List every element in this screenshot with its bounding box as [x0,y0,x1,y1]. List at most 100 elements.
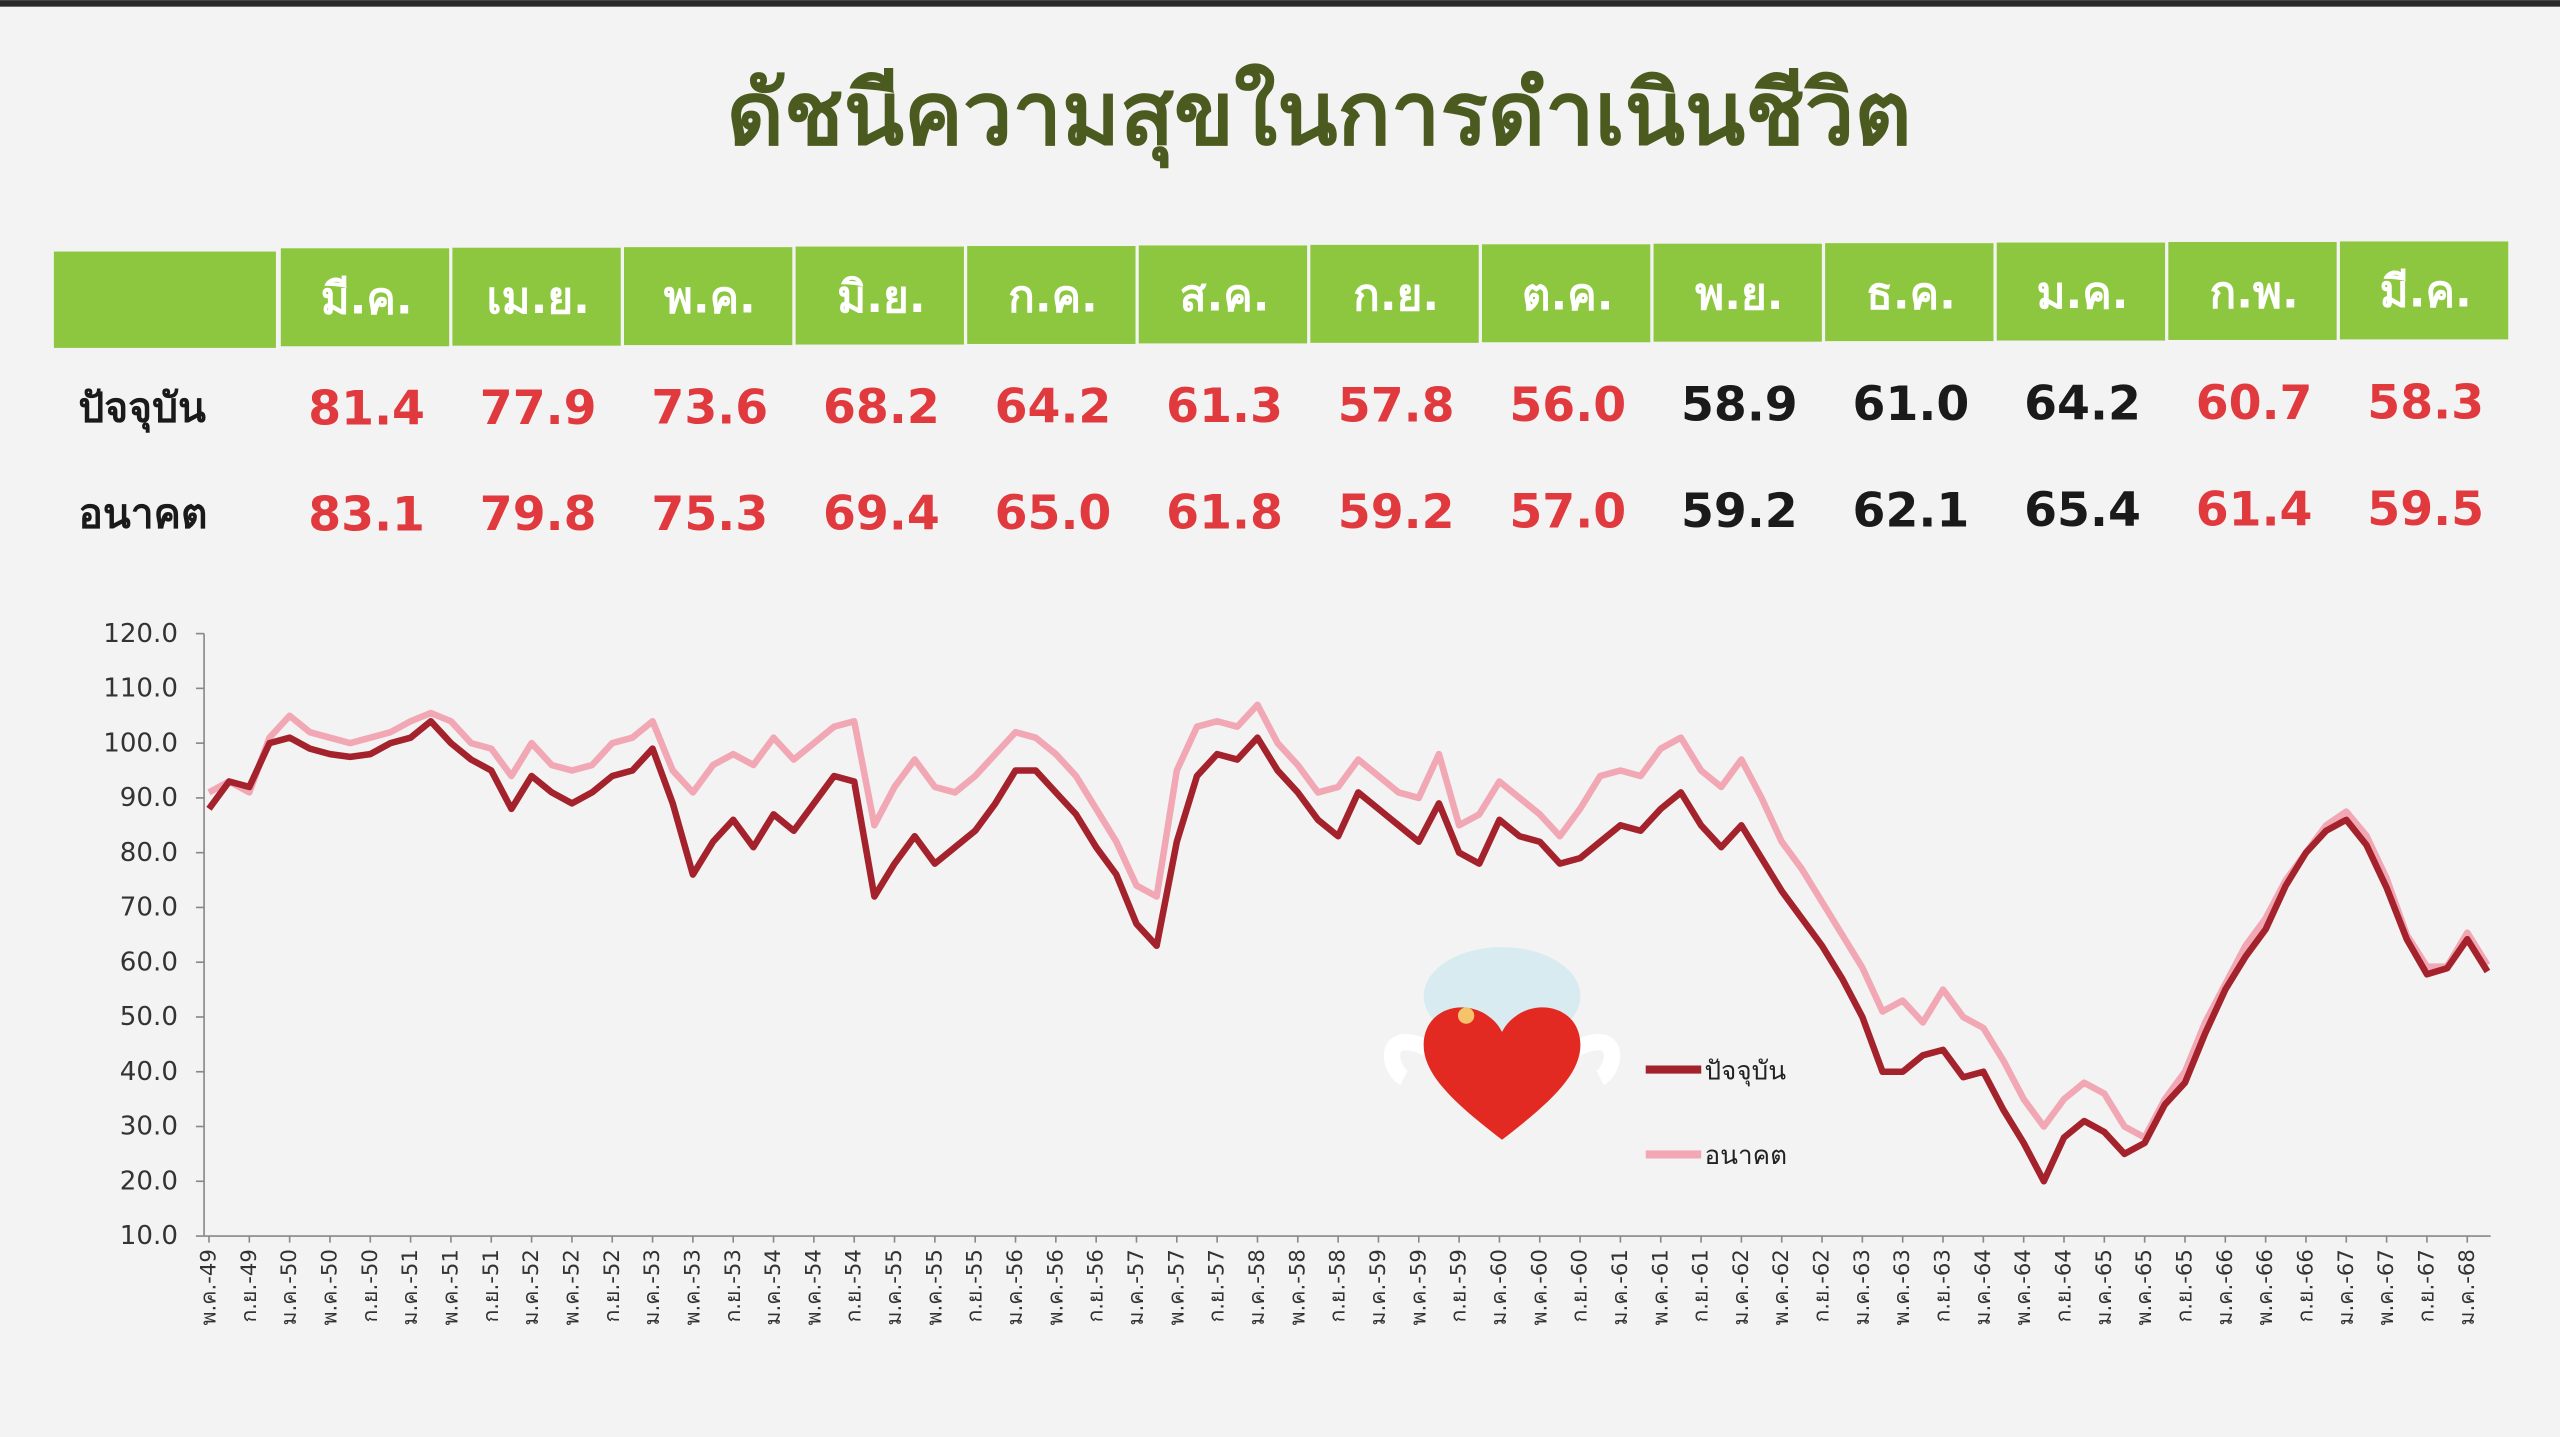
header-cell [452,247,621,346]
x-tick-label: ม.ค.-55 [882,1249,907,1325]
header-month: มิ.ย. [837,272,925,323]
y-tick-label: 100.0 [103,728,178,758]
header-month: พ.ย. [1695,269,1783,320]
x-tick-label: พ.ค.-64 [2011,1249,2036,1325]
x-tick-label: ม.ค.-52 [519,1249,544,1325]
header-month: ก.ย. [1353,270,1439,321]
x-tick-label: ก.ย.-63 [1931,1249,1956,1322]
x-tick-label: พ.ค.-57 [1164,1249,1189,1325]
x-tick-label: ม.ค.-64 [1971,1249,1996,1325]
x-tick-label: ก.ย.-56 [1084,1249,1109,1322]
x-tick-label: พ.ค.-54 [801,1249,826,1325]
x-tick-label: ม.ค.-68 [2455,1249,2480,1325]
x-tick-label: ก.ย.-52 [600,1249,625,1322]
y-tick-label: 110.0 [103,674,178,704]
y-tick-label: 20.0 [120,1166,178,1196]
x-tick-label: ก.ย.-64 [2052,1249,2077,1322]
x-tick-label: พ.ค.-53 [680,1249,705,1325]
x-tick-label: พ.ค.-58 [1285,1249,1310,1325]
header-cell [967,246,1136,344]
row-value: 61.0 [1853,377,1970,432]
x-tick-label: ก.ย.-57 [1205,1249,1230,1322]
x-tick-label: ก.ย.-55 [963,1249,988,1322]
table: มี.ค. เม.ย. พ.ค. มิ.ย. ก.ค. ส.ค. ก.ย. ต.ค. พ.ย. ธ… [78,241,2509,543]
header-month: เม.ย. [486,273,589,324]
row-label: อนาคต [78,489,207,537]
x-tick-label: ก.ย.-49 [237,1249,262,1322]
row-value: 64.2 [2024,377,2141,432]
x-tick-label: ม.ค.-65 [2092,1249,2117,1325]
header-blank-cell [53,251,276,348]
x-tick-label: ม.ค.-60 [1487,1249,1512,1325]
header-cell [1653,243,1822,342]
row-value: 83.1 [308,488,425,543]
header-month: ต.ค. [1522,270,1614,321]
x-tick-label: ม.ค.-53 [640,1249,665,1325]
x-tick-label: ก.ย.-60 [1568,1249,1593,1322]
x-tick-label: พ.ค.-49 [197,1249,222,1325]
x-tick-label: ก.ย.-61 [1689,1249,1714,1322]
x-tick-label: ก.ย.-54 [842,1249,867,1322]
x-tick-label: ม.ค.-50 [277,1249,302,1325]
y-tick-label: 50.0 [120,1002,178,1032]
x-tick-label: ม.ค.-59 [1366,1249,1391,1325]
row-value: 81.4 [308,382,425,437]
x-tick-label: ก.ย.-59 [1447,1249,1472,1322]
row-value: 58.3 [2367,376,2484,431]
x-tick-label: พ.ค.-61 [1648,1249,1673,1325]
header-cell [2168,242,2337,340]
x-tick-label: ก.ย.-66 [2293,1249,2318,1322]
row-value: 61.4 [2196,482,2313,537]
header-month: ก.พ. [2210,267,2299,318]
slide-title: ดัชนีความสุขในการดำเนินชีวิต [727,62,1912,169]
x-tick-label: พ.ค.-50 [317,1249,342,1325]
top-strip [0,0,2560,7]
y-tick-label: 120.0 [103,619,178,649]
x-tick-label: พ.ค.-62 [1769,1249,1794,1325]
x-tick-label: ม.ค.-51 [398,1249,423,1325]
x-tick-label: พ.ค.-65 [2132,1249,2157,1325]
y-tick-label: 70.0 [120,893,178,923]
header-month: ส.ค. [1180,271,1270,322]
x-tick-label: พ.ค.-63 [1890,1249,1915,1325]
x-tick-label: พ.ค.-55 [922,1249,947,1325]
legend-label: ปัจจุบัน [1704,1056,1786,1086]
header-cell [1996,242,2166,341]
series-line [207,701,2491,1141]
row-value: 59.2 [1338,485,1455,540]
row-value: 68.2 [823,380,940,435]
header-month: มี.ค. [321,274,413,325]
header-cell [1825,243,1994,342]
row-value: 60.7 [2196,376,2313,431]
header-cell [2339,241,2509,340]
header-cell [795,246,964,345]
header-month: ก.ค. [1008,271,1098,322]
header-month: ธ.ค. [1866,268,1956,319]
x-tick-label: ม.ค.-58 [1245,1249,1270,1325]
header-month: มี.ค. [2380,267,2472,318]
row-value: 65.4 [2024,483,2141,538]
x-tick-label: พ.ค.-52 [559,1249,584,1325]
x-tick-label: พ.ค.-67 [2374,1249,2399,1325]
y-tick-label: 60.0 [120,947,178,977]
x-tick-label: ก.ย.-65 [2173,1249,2198,1322]
row-value: 57.8 [1338,379,1455,434]
series-line [206,717,2491,1185]
row-value: 75.3 [651,487,768,542]
x-tick-label: ม.ค.-54 [761,1249,786,1325]
x-tick-label: ม.ค.-61 [1608,1249,1633,1325]
row-value: 77.9 [480,381,597,436]
x-tick-label: ก.ย.-50 [358,1249,383,1322]
x-tick-label: ก.ย.-62 [1810,1249,1835,1322]
y-tick-label: 80.0 [120,838,178,868]
header-month: พ.ค. [664,272,756,323]
legend-label: อนาคต [1704,1141,1787,1171]
header-cell [1138,245,1308,344]
row-value: 73.6 [651,381,768,436]
x-tick-label: ม.ค.-67 [2334,1249,2359,1325]
x-tick-label: ม.ค.-57 [1124,1249,1149,1325]
header-cell [624,247,793,346]
y-tick-label: 10.0 [120,1221,178,1251]
